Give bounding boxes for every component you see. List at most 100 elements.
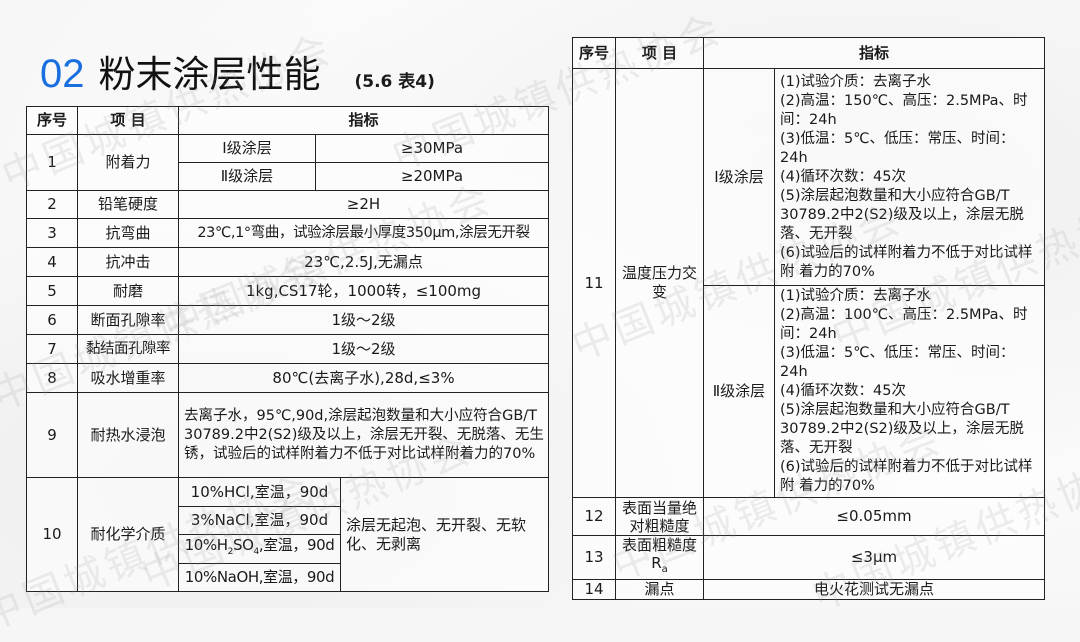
table-row: 12 表面当量绝对粗糙度 ≤0.05mm	[572, 497, 1046, 536]
cell-item: 吸水增重率	[77, 363, 179, 393]
cell-value: 1级～2级	[178, 334, 549, 364]
cell-value: 23℃,1°弯曲，试验涂层最小厚度350μm,涂层无开裂	[178, 218, 549, 248]
cell-medium: 3%NaCl,室温，90d	[178, 506, 341, 535]
page-title: 02 粉末涂层性能 (5.6 表4)	[40, 44, 435, 98]
table-row: 8 吸水增重率 80℃(去离子水),28d,≤3%	[26, 363, 549, 393]
cell-no: 12	[572, 497, 616, 536]
cell-value: (1)试验介质：去离子水 (2)高温：150℃、高压：2.5MPa、时间：24h…	[773, 68, 1046, 286]
item-text: 表面粗糙度	[621, 536, 697, 555]
cell-no: 10	[26, 477, 78, 592]
table-row: 13 表面粗糙度 Ra ≤3μm	[572, 535, 1046, 580]
line: (3)低温：5℃、低压：常压、时间：24h	[780, 130, 1015, 166]
cell-item: 漏点	[615, 579, 704, 600]
cell-no: 13	[572, 535, 616, 580]
cell-value: 80℃(去离子水),28d,≤3%	[178, 363, 549, 393]
line: (6)试验后的试样附着力不低于对比试样附 着力的70%	[780, 244, 1033, 280]
header-index: 指标	[702, 37, 1046, 69]
header-index: 指标	[178, 106, 549, 135]
cell-sublabel: I级涂层	[178, 134, 316, 163]
table-row: 9 耐热水浸泡 去离子水，95℃,90d,涂层起泡数量和大小应符合GB/T 3078…	[26, 392, 549, 478]
symbol-sub: a	[661, 564, 668, 575]
cell-no: 3	[26, 218, 78, 248]
cell-value: (1)试验介质：去离子水 (2)高温：100℃、高压：2.5MPa、时间：24h…	[773, 285, 1046, 498]
cell-item: 温度压力交变	[615, 68, 704, 498]
title-text: 粉末涂层性能	[98, 53, 321, 96]
item-symbol: Ra	[618, 554, 701, 579]
line: (4)循环次数：45次	[780, 168, 906, 185]
table-row: 7 黏结面孔隙率 1级～2级	[26, 334, 549, 364]
cell-sublabel: Ⅱ级涂层	[178, 162, 316, 191]
table-row: 10 耐化学介质 10%HCl,室温，90d 涂层无起泡、无开裂、无软化、无剥离	[26, 477, 549, 592]
table-header: 序号 项 目 指标	[572, 37, 1046, 69]
cell-no: 8	[26, 363, 78, 393]
table-row: 2 铅笔硬度 ≥2H	[26, 190, 549, 219]
symbol-r: R	[651, 554, 662, 572]
table-row: 5 耐磨 1kg,CS17轮，1000转，≤100mg	[26, 276, 549, 306]
line: (2)高温：150℃、高压：2.5MPa、时间：24h	[780, 92, 1028, 128]
h2so4-text: 10%H2SO4,室温，90d	[184, 536, 335, 557]
cell-item: 抗弯曲	[77, 218, 179, 248]
table-row: 6 断面孔隙率 1级～2级	[26, 305, 549, 335]
cell-value: ≥2H	[178, 190, 549, 219]
table-row: 10%NaOH,室温，90d	[27, 563, 549, 592]
cell-item: 断面孔隙率	[77, 305, 179, 335]
cell-value: ≥30MPa	[315, 134, 549, 163]
cell-medium: 10%H2SO4,室温，90d	[178, 534, 341, 564]
cell-medium: 10%HCl,室温，90d	[178, 477, 341, 507]
cell-no: 5	[26, 276, 78, 306]
cell-no: 14	[572, 579, 616, 600]
cell-no: 2	[26, 190, 78, 219]
cell-medium: 10%NaOH,室温，90d	[178, 563, 341, 592]
cell-item: 黏结面孔隙率	[77, 334, 179, 364]
left-table: 序号 项 目 指标 1 附着力 I级涂层 ≥30MPa Ⅱ级涂层 ≥20MPa …	[26, 106, 549, 592]
table-row: 1 附着力 I级涂层 ≥30MPa	[26, 134, 549, 191]
table-row: 4 抗冲击 23℃,2.5J,无漏点	[26, 247, 549, 277]
cell-value: 电火花测试无漏点	[702, 579, 1046, 600]
table-row: 3 抗弯曲 23℃,1°弯曲，试验涂层最小厚度350μm,涂层无开裂	[26, 218, 549, 248]
cell-value: ≤0.05mm	[702, 497, 1046, 536]
line: (1)试验介质：去离子水	[780, 73, 932, 90]
table-row: Ⅱ级涂层 (1)试验介质：去离子水 (2)高温：100℃、高压：2.5MPa、时…	[573, 285, 1046, 498]
line: (2)高温：100℃、高压：2.5MPa、时间：24h	[780, 307, 1028, 342]
cell-value: 去离子水，95℃,90d,涂层起泡数量和大小应符合GB/T 30789.2中2(…	[178, 392, 549, 478]
right-table: 序号 项 目 指标 11 温度压力交变 I级涂层 (1)试验介质：去离子水 (2…	[572, 37, 1046, 600]
line: (5)涂层起泡数量和大小应符合GB/T 30789.2中2(S2)级及以上，涂层…	[780, 187, 1024, 242]
table-row: 14 漏点 电火花测试无漏点	[572, 579, 1046, 600]
table-row: 3%NaCl,室温，90d	[27, 506, 549, 535]
header-no: 序号	[26, 106, 78, 135]
line: (6)试验后的试样附着力不低于对比试样附 着力的70%	[780, 459, 1033, 494]
header-item: 项 目	[77, 106, 179, 135]
cell-value: 23℃,2.5J,无漏点	[178, 247, 549, 277]
title-reference: (5.6 表4)	[354, 72, 435, 92]
cell-sublabel: I级涂层	[703, 68, 775, 286]
cell-value: ≥20MPa	[315, 162, 549, 191]
line: (4)循环次数：45次	[780, 383, 906, 399]
header-item: 项 目	[615, 37, 704, 69]
cell-value: 1kg,CS17轮，1000转，≤100mg	[178, 276, 549, 306]
section-number: 02	[40, 52, 85, 96]
cell-no: 6	[26, 305, 78, 335]
cell-value: 涂层无起泡、无开裂、无软化、无剥离	[340, 477, 549, 592]
line: (5)涂层起泡数量和大小应符合GB/T 30789.2中2(S2)级及以上，涂层…	[780, 402, 1024, 456]
cell-item: 附着力	[77, 134, 179, 191]
cell-value: ≤3μm	[702, 535, 1046, 580]
line: (1)试验介质：去离子水	[780, 288, 932, 304]
cell-item: 铅笔硬度	[77, 190, 179, 219]
line: (3)低温：5℃、低压：常压、时间：24h	[780, 345, 1015, 380]
cell-no: 1	[26, 134, 78, 191]
table-row: 11 温度压力交变 I级涂层 (1)试验介质：去离子水 (2)高温：150℃、高…	[572, 68, 1046, 498]
cell-no: 9	[26, 392, 78, 478]
cell-no: 7	[26, 334, 78, 364]
cell-item: 耐磨	[77, 276, 179, 306]
cell-item: 耐热水浸泡	[77, 392, 179, 478]
cell-sublabel: Ⅱ级涂层	[703, 285, 775, 498]
cell-value: 1级～2级	[178, 305, 549, 335]
cell-item: 表面当量绝对粗糙度	[615, 497, 704, 536]
table-header: 序号 项 目 指标	[26, 106, 549, 135]
cell-item: 表面粗糙度 Ra	[615, 535, 704, 580]
header-no: 序号	[572, 37, 616, 69]
cell-no: 11	[572, 68, 616, 498]
cell-no: 4	[26, 247, 78, 277]
cell-item: 抗冲击	[77, 247, 179, 277]
table-row: Ⅱ级涂层 ≥20MPa	[27, 162, 549, 191]
